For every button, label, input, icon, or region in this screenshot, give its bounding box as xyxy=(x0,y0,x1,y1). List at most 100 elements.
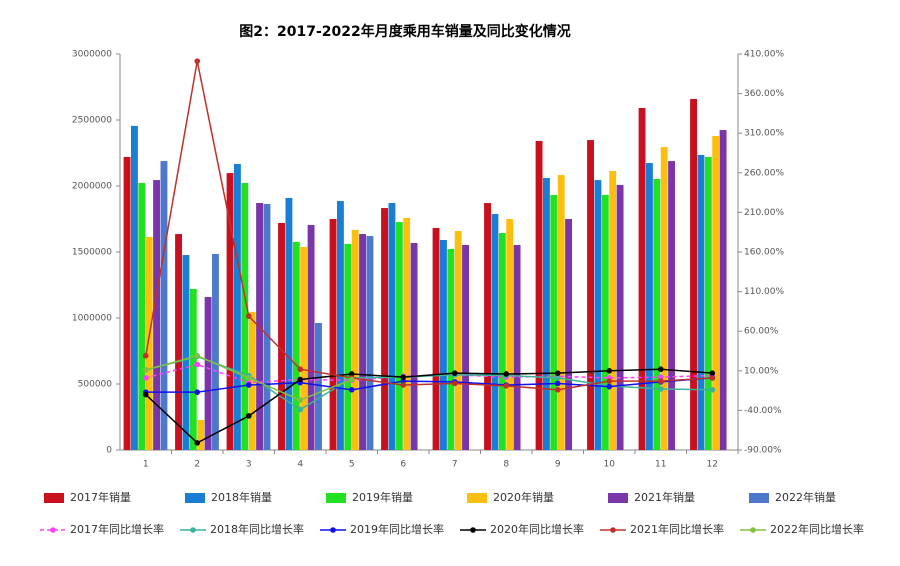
legend-label: 2021年销量 xyxy=(634,490,695,504)
line-marker xyxy=(297,406,304,413)
line-marker xyxy=(709,387,716,393)
bar xyxy=(601,194,609,450)
bar xyxy=(285,198,293,450)
x-tick-label: 10 xyxy=(604,460,616,470)
bar xyxy=(535,140,543,450)
legend-swatch xyxy=(185,493,205,503)
line-marker xyxy=(606,378,613,384)
bar xyxy=(506,219,514,450)
bar xyxy=(241,182,249,451)
bar xyxy=(329,219,337,450)
line xyxy=(145,377,713,393)
legend-label: 2022年销量 xyxy=(775,490,836,504)
bar xyxy=(550,194,558,450)
line-marker xyxy=(142,352,149,359)
x-tick-label: 7 xyxy=(452,460,458,470)
line-marker xyxy=(194,389,201,395)
legend-label: 2019年同比增长率 xyxy=(350,522,444,536)
legend-label: 2021年同比增长率 xyxy=(630,522,724,536)
bar xyxy=(653,179,661,450)
y2-tick-label: 410.00% xyxy=(744,50,784,60)
bar xyxy=(175,234,182,450)
line-marker xyxy=(194,58,201,64)
bar xyxy=(189,288,197,450)
bar xyxy=(300,246,308,450)
x-tick-label: 5 xyxy=(349,460,355,470)
bar xyxy=(454,231,462,450)
line-marker xyxy=(245,375,252,381)
line-marker xyxy=(400,374,407,380)
y-tick-label: 0 xyxy=(106,446,112,456)
y-tick-label: 500000 xyxy=(78,380,113,390)
line-marker xyxy=(194,440,201,446)
line-marker xyxy=(245,382,252,388)
bar xyxy=(645,163,653,451)
y2-tick-label: 310.00% xyxy=(744,129,784,139)
legend-swatch xyxy=(326,493,346,503)
bar xyxy=(123,156,131,450)
bar xyxy=(638,107,646,450)
bar xyxy=(565,219,573,450)
bar xyxy=(439,239,447,450)
legend-label: 2017年同比增长率 xyxy=(70,522,164,536)
bar xyxy=(344,243,352,450)
bar xyxy=(248,312,256,450)
legend-label: 2018年同比增长率 xyxy=(210,522,304,536)
bar xyxy=(498,232,506,450)
x-tick-label: 3 xyxy=(246,460,252,470)
bar xyxy=(410,243,418,450)
bar xyxy=(484,203,491,450)
y-tick-label: 1500000 xyxy=(72,248,112,258)
y-tick-label: 2000000 xyxy=(72,182,112,192)
bar xyxy=(587,140,594,450)
bar xyxy=(366,236,374,450)
line-marker xyxy=(348,387,355,393)
bar xyxy=(351,229,359,450)
line-marker xyxy=(657,366,664,373)
bar xyxy=(712,135,720,451)
legend-swatch xyxy=(44,493,64,503)
line-marker xyxy=(245,413,252,419)
legend-label: 2017年销量 xyxy=(70,490,131,504)
line-marker xyxy=(657,374,664,380)
bar xyxy=(542,177,550,450)
legend-label: 2020年销量 xyxy=(493,490,554,504)
line-marker xyxy=(554,375,561,381)
bar xyxy=(336,201,344,450)
line-marker xyxy=(554,370,561,376)
line-marker xyxy=(451,370,458,376)
legend-swatch xyxy=(608,493,628,503)
legend-label: 2019年销量 xyxy=(352,490,413,504)
x-tick-label: 11 xyxy=(655,460,666,470)
line-marker xyxy=(657,378,664,384)
x-tick-label: 4 xyxy=(297,460,303,470)
x-tick-label: 12 xyxy=(707,460,718,470)
y2-tick-label: 260.00% xyxy=(744,168,784,178)
legend-marker xyxy=(50,527,56,533)
line-marker xyxy=(400,382,407,388)
line-marker xyxy=(142,367,149,373)
y2-tick-label: -40.00% xyxy=(744,406,782,416)
bar xyxy=(719,130,727,451)
bar xyxy=(381,208,388,450)
y-tick-label: 3000000 xyxy=(72,50,112,60)
x-tick-label: 1 xyxy=(143,460,149,470)
line-marker xyxy=(348,371,355,377)
bar xyxy=(704,156,712,450)
bar xyxy=(307,224,315,450)
line-marker xyxy=(142,375,149,381)
line-marker xyxy=(400,378,407,384)
line-marker xyxy=(709,370,716,376)
bar xyxy=(145,236,153,450)
bar xyxy=(395,222,403,450)
bar xyxy=(660,147,668,450)
line-marker xyxy=(709,375,716,381)
bar xyxy=(432,227,440,450)
bar xyxy=(462,245,470,450)
legend-marker xyxy=(610,527,616,533)
bar xyxy=(130,125,138,450)
bar xyxy=(447,248,455,450)
bar xyxy=(594,180,602,450)
line-marker xyxy=(606,368,613,374)
